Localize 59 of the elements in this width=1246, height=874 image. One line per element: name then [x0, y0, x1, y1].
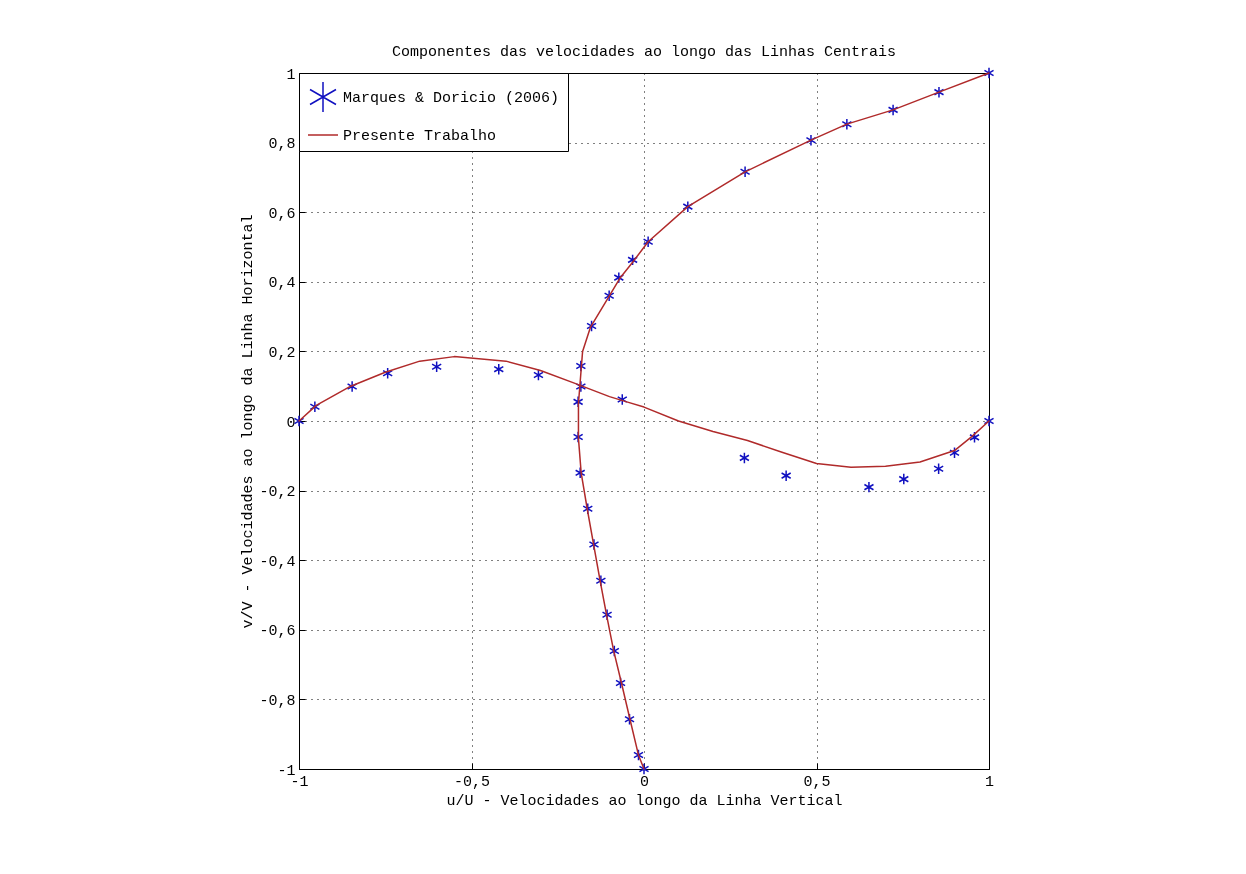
point — [588, 538, 600, 551]
point — [574, 466, 586, 479]
y-tick-label: 0,4 — [268, 275, 296, 293]
point — [572, 431, 584, 443]
x-tick-label: 0,5 — [803, 773, 831, 791]
point — [841, 118, 853, 131]
point — [601, 608, 613, 621]
x-axis-title: u/U - Velocidades ao longo da Linha Vertical — [446, 792, 843, 810]
point — [309, 400, 321, 413]
point — [739, 451, 750, 464]
point — [805, 134, 817, 147]
y-tick-label: 1 — [286, 66, 296, 84]
point — [613, 271, 625, 284]
point — [624, 713, 635, 726]
point — [493, 363, 505, 376]
point — [969, 431, 980, 444]
point — [642, 235, 654, 248]
point — [633, 749, 644, 762]
point — [575, 380, 587, 393]
point — [533, 369, 544, 382]
point — [863, 481, 875, 494]
x-tick-label: -0,5 — [453, 773, 491, 791]
point — [572, 395, 584, 408]
point — [582, 502, 594, 515]
point — [638, 763, 650, 775]
y-tick-label: -0,2 — [259, 484, 296, 502]
point — [983, 415, 995, 427]
x-tick-label: 1 — [984, 773, 995, 791]
point — [346, 380, 358, 393]
legend-label: Presente Trabalho — [343, 128, 497, 145]
point — [933, 462, 944, 475]
point — [586, 320, 597, 332]
point — [616, 393, 628, 406]
y-tick-label: -0,8 — [259, 692, 296, 710]
point — [595, 574, 607, 587]
x-tick-label: 0 — [639, 773, 650, 791]
y-axis-title: v/V - Velocidades ao longo da Linha Horizontal — [240, 214, 258, 629]
legend-label: Marques & Doricio (2006) — [343, 90, 560, 107]
y-tick-label: -1 — [277, 762, 296, 780]
point — [887, 103, 899, 116]
point — [627, 253, 638, 266]
point — [739, 165, 751, 178]
point — [682, 200, 694, 213]
y-tick-label: 0,6 — [268, 205, 296, 223]
y-tick-label: 0,2 — [268, 344, 296, 362]
y-tick-label: -0,6 — [259, 623, 296, 641]
y-tick-label: 0 — [286, 414, 296, 432]
point — [603, 289, 615, 302]
point — [949, 446, 960, 459]
point — [898, 473, 910, 486]
point — [933, 86, 945, 99]
point — [615, 677, 626, 690]
point — [431, 360, 442, 373]
point — [983, 67, 995, 79]
y-tick-label: -0,4 — [259, 553, 296, 571]
point — [382, 367, 393, 380]
chart-title: Componentes das velocidades ao longo das Linhas Centrais — [391, 43, 897, 61]
point — [780, 469, 792, 482]
y-tick-label: 0,8 — [268, 136, 296, 154]
